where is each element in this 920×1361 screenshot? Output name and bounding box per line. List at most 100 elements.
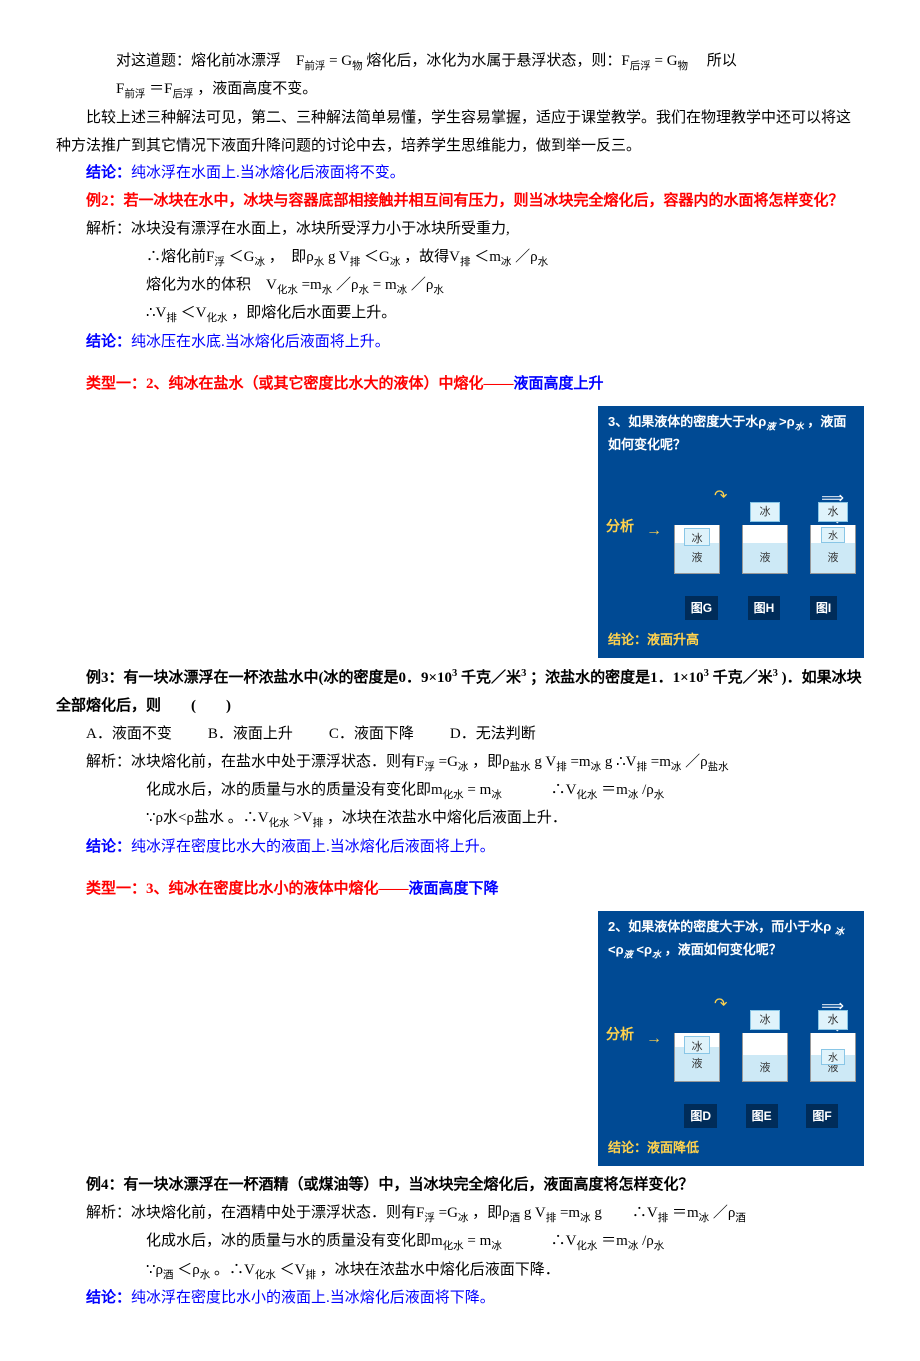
- sub: 物: [352, 61, 363, 72]
- t: ＝F: [149, 81, 172, 97]
- figure-2-title: 2、如果液体的密度大于冰，而小于水ρ 冰 <ρ液 <ρ水 ，液面如何变化呢？: [598, 911, 864, 967]
- t: /ρ: [642, 782, 654, 798]
- t: 解析：冰块熔化前，在酒精中处于漂浮状态．则有F: [86, 1205, 424, 1221]
- sub: 化水: [443, 1241, 464, 1252]
- ex3-l1: 解析：冰块熔化前，在盐水中处于漂浮状态．则有F浮 =G冰 ，即ρ盐水 g V排 …: [56, 749, 864, 777]
- intro-p1: 对这道题：熔化前冰漂浮 F前浮 = G物 熔化后，冰化为水属于悬浮状态，则：F后…: [56, 48, 864, 76]
- t: ，即ρ: [472, 754, 510, 770]
- t: 化成水后，冰的质量与水的质量没有变化即m: [146, 1233, 443, 1249]
- t: = G: [655, 53, 678, 69]
- t: ／ρ: [336, 277, 359, 293]
- ice-box: 冰: [750, 502, 780, 522]
- analyze-label: 分析: [606, 514, 634, 540]
- figure-2-footer: 结论：液面降低: [598, 1132, 864, 1166]
- water-box: 水: [818, 1010, 848, 1030]
- t: 化成水后，冰的质量与水的质量没有变化即m: [146, 782, 443, 798]
- sub: 排: [460, 257, 471, 268]
- t: 千克／米: [461, 670, 521, 686]
- sub: 冰: [390, 257, 401, 268]
- liquid-label: 液: [828, 548, 839, 568]
- sub: 冰: [254, 257, 265, 268]
- sub: 后浮: [172, 89, 193, 100]
- ex2-conclusion: 结论：纯冰压在水底.当冰熔化后液面将上升。: [56, 329, 864, 357]
- t: =m: [651, 754, 671, 770]
- sub: 后浮: [630, 61, 651, 72]
- t: = G: [329, 53, 352, 69]
- t: =m: [302, 277, 322, 293]
- t: ／ρ: [411, 277, 434, 293]
- sub: 水: [538, 257, 549, 268]
- t: 对这道题：熔化前冰漂浮 F: [116, 53, 304, 69]
- ice-label: 冰: [684, 528, 710, 546]
- ex3-options: A．液面不变 B．液面上升 C．液面下降 D．无法判断: [86, 721, 864, 749]
- t: g V: [328, 249, 350, 265]
- t: ，冰块在浓盐水中熔化后液面下降．: [320, 1262, 560, 1278]
- sub: 排: [166, 313, 177, 324]
- t: 液面高度下降: [409, 881, 499, 897]
- figure-1-labels: 图G 图H 图I: [598, 594, 864, 624]
- sup: 3: [521, 668, 526, 679]
- fig-label: 图E: [746, 1104, 778, 1128]
- t: ∵ρ: [146, 1262, 163, 1278]
- t: 2、如果液体的密度大于冰，而小于水ρ: [608, 919, 831, 934]
- t: ／ρ: [713, 1205, 736, 1221]
- liquid-label: 液: [760, 548, 771, 568]
- arrow-right-icon: →: [646, 1024, 662, 1054]
- t: ∴V: [506, 782, 577, 798]
- col-e: 冰 液: [742, 1010, 788, 1082]
- sub: 液: [766, 422, 775, 432]
- ex4-title: 例4：有一块冰漂浮在一杯酒精（或煤油等）中，当冰块完全熔化后，液面高度将怎样变化…: [56, 1172, 864, 1200]
- ex2-title: 例2：若一冰块在水中，冰块与容器底部相接触并相互间有压力，则当冰块完全熔化后，容…: [56, 188, 864, 216]
- type3-heading: 类型一：3、纯冰在密度比水小的液体中熔化——液面高度下降: [56, 876, 864, 904]
- sub: 水: [795, 422, 804, 432]
- t: 千克／米: [713, 670, 773, 686]
- sub: 浮: [424, 762, 435, 773]
- fig-label: 图F: [806, 1104, 837, 1128]
- t: 类型一：2、纯冰在盐水（或其它密度比水大的液体）中熔化——: [86, 376, 514, 392]
- beaker-h: 液: [742, 525, 788, 574]
- figure-2-body: 分析 → ↷ ⟹ ⇩ 液 冰 冰 液 水: [598, 968, 864, 1102]
- sub: 前浮: [124, 89, 145, 100]
- t: =m: [560, 1205, 580, 1221]
- water-label: 水: [821, 1049, 845, 1065]
- t: 类型一：3、纯冰在密度比水小的液体中熔化——: [86, 881, 409, 897]
- sub: 冰: [628, 790, 639, 801]
- t: /ρ: [642, 1233, 654, 1249]
- sub: 冰: [699, 1213, 710, 1224]
- figure-2-wrap: 2、如果液体的密度大于冰，而小于水ρ 冰 <ρ液 <ρ水 ，液面如何变化呢？ 分…: [56, 911, 864, 1166]
- t: ＝m: [601, 1233, 628, 1249]
- sub: 水: [358, 285, 369, 296]
- col-g: 液 冰: [674, 525, 720, 574]
- t: ／ρ: [685, 754, 708, 770]
- sub: 化水: [206, 313, 227, 324]
- t: <ρ: [636, 942, 652, 957]
- sub: 水: [200, 1270, 211, 1281]
- intro-p3: 比较上述三种解法可见，第二、三种解法简单易懂，学生容易掌握，适应于课堂教学。我们…: [56, 105, 864, 161]
- water-box: 水: [818, 502, 848, 522]
- sup: 3: [704, 668, 709, 679]
- t: g V: [534, 754, 556, 770]
- t: ，冰块在浓盐水中熔化后液面上升．: [327, 810, 567, 826]
- sub: 水: [433, 285, 444, 296]
- col-f: 水 液 水: [810, 1010, 856, 1082]
- t: =m: [570, 754, 590, 770]
- t: ，即ρ: [472, 1205, 510, 1221]
- fig-label: 图G: [685, 596, 718, 620]
- sub: 盐水: [510, 762, 531, 773]
- liquid-label: 液: [760, 1058, 771, 1078]
- label: 结论：: [86, 839, 131, 855]
- figure-1: 3、如果液体的密度大于水ρ液 >ρ水 ，液面如何变化呢？ 分析 → ↷ ⟹ ⇩ …: [598, 406, 864, 658]
- fig-label: 图I: [810, 596, 837, 620]
- liquid-label: 液: [692, 548, 703, 568]
- ice-label: 冰: [684, 1036, 710, 1054]
- t: 例3：有一块冰漂浮在一杯浓盐水中(冰的密度是0．9×10: [86, 670, 452, 686]
- sub: 盐水: [708, 762, 729, 773]
- label: 结论：: [86, 334, 131, 350]
- sub: 液: [624, 949, 633, 959]
- sub: 排: [313, 818, 324, 829]
- sub: 化水: [576, 790, 597, 801]
- sub: 排: [350, 257, 361, 268]
- t: ∴熔化前F: [146, 249, 214, 265]
- sub: 冰: [835, 927, 844, 937]
- label: 结论：: [86, 1290, 131, 1306]
